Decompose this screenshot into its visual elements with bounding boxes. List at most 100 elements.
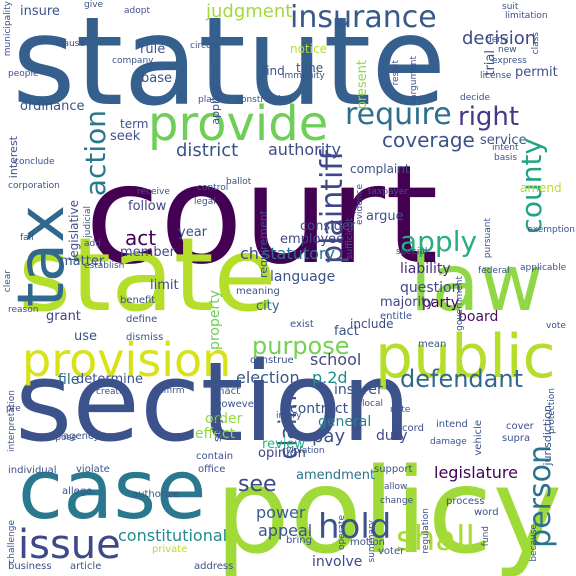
word-violation: violation <box>286 446 325 456</box>
word-office: office <box>198 464 226 475</box>
word-find: find <box>262 64 285 78</box>
word-law: law <box>410 239 544 329</box>
word-supra: supra <box>502 433 531 444</box>
word-exist: exist <box>290 319 314 330</box>
word-order: order <box>205 411 243 427</box>
word-license: license <box>480 71 512 81</box>
word-insure: insure <box>20 4 60 19</box>
word-public: public <box>375 322 556 392</box>
word-statute: statute <box>12 0 447 133</box>
word-involve: involve <box>312 554 363 570</box>
word-result: result <box>391 60 401 86</box>
word-add: add <box>84 239 101 249</box>
word-require: require <box>345 97 452 132</box>
word-service: service <box>480 133 527 148</box>
word-mean: mean <box>418 339 447 350</box>
word-employee: employee <box>280 232 345 247</box>
word-construction: construction <box>236 95 292 105</box>
word-ballot: ballot <box>226 177 252 187</box>
word-legislature: legislature <box>434 463 518 482</box>
word-limitation: limitation <box>505 11 548 21</box>
word-decision: decision <box>462 28 537 49</box>
word-matter: matter <box>60 254 105 269</box>
word-liability: liability <box>400 261 451 277</box>
word-district: district <box>176 140 239 161</box>
word-general: general <box>318 414 372 430</box>
word-individual: individual <box>8 465 57 476</box>
word-adopt: adopt <box>124 6 150 16</box>
word-authorize: authorize <box>132 489 180 500</box>
word-grant: grant <box>46 309 81 324</box>
word-agency: agency <box>63 431 100 442</box>
word-give: give <box>84 0 104 10</box>
word-violate: violate <box>76 464 110 475</box>
word-intent: intent <box>492 143 519 153</box>
word-use: use <box>74 329 98 344</box>
word-p-2d: p.2d <box>312 368 348 387</box>
word-power: power <box>256 503 306 522</box>
word-consider: consider <box>300 219 356 234</box>
word-determine: determine <box>76 372 143 387</box>
word-benefit: benefit <box>120 295 156 306</box>
word-argue: argue <box>366 209 404 224</box>
word-clear: clear <box>3 270 13 293</box>
word-voter: voter <box>378 546 405 557</box>
word-ordinance: ordinance <box>20 99 85 114</box>
word-intend: intend <box>436 419 468 430</box>
word-class: class <box>531 32 541 55</box>
word-provide: provide <box>148 96 329 152</box>
word-act: act <box>125 226 157 250</box>
word-municipality: municipality <box>3 1 13 57</box>
word-rule: rule <box>140 42 166 57</box>
word-immunity: immunity <box>282 71 325 81</box>
word-operate: operate <box>337 515 347 551</box>
word-new: new <box>498 45 517 55</box>
word-reason: reason <box>8 305 39 315</box>
word-pre: pre <box>6 404 21 414</box>
word-year: year <box>178 225 208 240</box>
word-statutory: statutory <box>262 244 335 263</box>
word-establish: establish <box>84 261 125 271</box>
word-because: because <box>529 524 539 562</box>
word-government: government <box>455 276 465 331</box>
word-bring: bring <box>286 535 312 546</box>
word-business: business <box>8 561 52 572</box>
word-enact: enact <box>212 386 241 397</box>
word-basis: basis <box>494 153 518 163</box>
word-amend: amend <box>520 181 562 195</box>
word-fund: fund <box>481 526 491 547</box>
word-judgment: judgment <box>206 1 293 22</box>
word-contain: contain <box>196 451 234 462</box>
word-appeal: appeal <box>258 521 313 540</box>
word-ch: ch <box>240 244 259 263</box>
word-seek: seek <box>110 129 141 144</box>
word-damage: damage <box>430 437 467 447</box>
word-process: process <box>446 496 485 507</box>
word-constitutional: constitutional <box>118 526 228 545</box>
word-regulation: regulation <box>421 508 431 554</box>
word-sufficient: sufficient <box>345 218 355 260</box>
word-review: review <box>262 437 305 452</box>
word-action: action <box>79 110 112 197</box>
word-decide: decide <box>460 93 490 103</box>
word-corporation: corporation <box>8 181 60 191</box>
word-change: change <box>380 496 414 506</box>
word-majority: majority <box>380 295 434 310</box>
word-election: election <box>236 368 300 387</box>
word-meaning: meaning <box>236 286 280 297</box>
word-taxpayer: taxpayer <box>368 187 409 197</box>
word-school: school <box>310 350 362 369</box>
word-local: local <box>362 399 383 409</box>
word-pay: pay <box>312 426 346 447</box>
word-language: language <box>270 269 336 285</box>
word-purpose: purpose <box>252 332 350 360</box>
word-contract: contract <box>290 401 349 417</box>
word-injury: injury <box>276 411 302 421</box>
word-include: include <box>350 317 394 331</box>
word-note: note <box>390 405 411 415</box>
word-court: court <box>85 137 439 295</box>
word-place: place <box>198 95 223 105</box>
word-article: article <box>70 561 102 572</box>
word-insurer: insurer <box>334 382 383 398</box>
